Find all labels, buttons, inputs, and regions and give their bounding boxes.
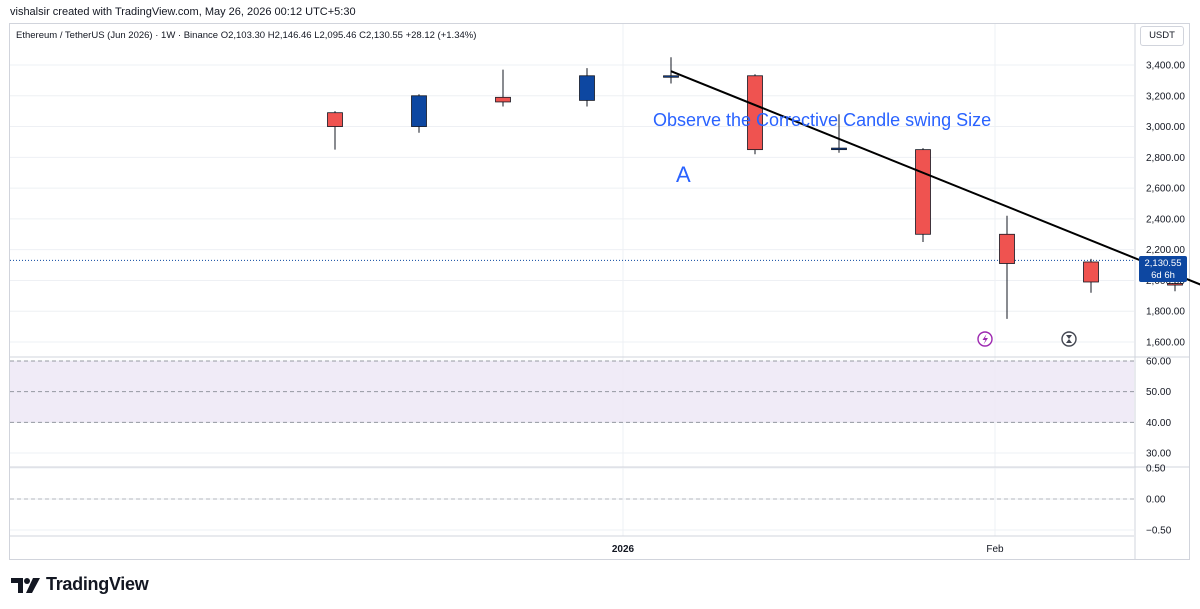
candle: [915, 148, 931, 242]
legend-low: L2,095.46: [314, 30, 357, 41]
last-price-tag: 2,130.55 6d 6h: [1139, 256, 1187, 282]
tradingview-logo-icon: [11, 577, 40, 593]
osc-tick-label: 50.00: [1146, 387, 1171, 398]
grid-lines: [10, 24, 1134, 536]
chart-credit: vishalsir created with TradingView.com, …: [10, 6, 356, 18]
wave-label[interactable]: A: [676, 162, 691, 187]
candle-body: [999, 233, 1015, 264]
x-tick-label: Feb: [986, 544, 1004, 555]
y-tick-label: 2,400.00: [1146, 214, 1185, 225]
y-tick-label: 1,800.00: [1146, 307, 1185, 318]
y-tick-label: 1,600.00: [1146, 338, 1185, 349]
legend-high: H2,146.46: [267, 30, 312, 41]
y-tick-label: 3,400.00: [1146, 61, 1185, 72]
x-tick-label: 2026: [612, 544, 635, 555]
last-price-countdown: 6d 6h: [1151, 270, 1175, 281]
lightning-icon[interactable]: [977, 331, 993, 347]
osc-tick-label: 30.00: [1146, 449, 1171, 460]
last-price-box: [1139, 256, 1187, 282]
annotation-text[interactable]: Observe the Corrective Candle swing Size: [653, 110, 991, 130]
candle-body: [1167, 283, 1183, 286]
candle: [495, 69, 511, 107]
y-tick-label: 3,000.00: [1146, 122, 1185, 133]
candle: [411, 94, 427, 133]
y-tick-label: 2,800.00: [1146, 153, 1185, 164]
chart-frame[interactable]: [9, 23, 1190, 560]
candle: [579, 68, 595, 107]
legend-open: O2,103.30: [220, 30, 266, 41]
candle-body: [411, 95, 427, 127]
mom-tick-label: −0.50: [1146, 526, 1172, 537]
last-price-value: 2,130.55: [1145, 258, 1182, 269]
time-axis[interactable]: 2026FebMarAprMayJunJul: [10, 535, 1200, 555]
legend-change: +28.12 (+1.34%): [405, 30, 477, 41]
pane-separators: [10, 24, 1189, 559]
legend-symbol: Ethereum / TetherUS (Jun 2026) · 1W · Bi…: [16, 30, 219, 41]
y-tick-label: 3,200.00: [1146, 91, 1185, 102]
candle: [327, 111, 343, 150]
candle: [663, 57, 679, 84]
candle-body: [663, 75, 679, 78]
legend-close: C2,130.55: [359, 30, 403, 41]
candle: [747, 74, 763, 155]
price-axis[interactable]: 3,400.00 3,200.00 3,000.00 2,800.00 2,600.00…: [1146, 61, 1185, 537]
mom-tick-label: 0.50: [1146, 464, 1166, 475]
oscillator-band: [10, 360, 1134, 423]
candle-body: [327, 112, 343, 127]
candle-body: [495, 96, 511, 103]
symbol-legend[interactable]: Ethereum / TetherUS (Jun 2026) · 1W · Bi…: [16, 30, 476, 41]
candle-body: [915, 149, 931, 235]
hourglass-icon[interactable]: [1061, 331, 1077, 347]
currency-selector[interactable]: USDT: [1140, 26, 1184, 46]
candle-body: [1083, 261, 1099, 283]
candle: [999, 215, 1015, 319]
y-tick-label: 2,200.00: [1146, 245, 1185, 256]
candle-body: [747, 75, 763, 151]
candle-body: [579, 75, 595, 101]
tradingview-brand[interactable]: TradingView: [11, 574, 149, 595]
candle: [831, 114, 847, 153]
y-tick-label: 2,600.00: [1146, 184, 1185, 195]
brand-name: TradingView: [46, 574, 149, 594]
osc-tick-label: 60.00: [1146, 357, 1171, 368]
mom-tick-label: 0.00: [1146, 495, 1166, 506]
candle-body: [831, 147, 847, 151]
candles-layer: [327, 57, 1183, 319]
candle: [1083, 258, 1099, 293]
osc-tick-label: 40.00: [1146, 418, 1171, 429]
